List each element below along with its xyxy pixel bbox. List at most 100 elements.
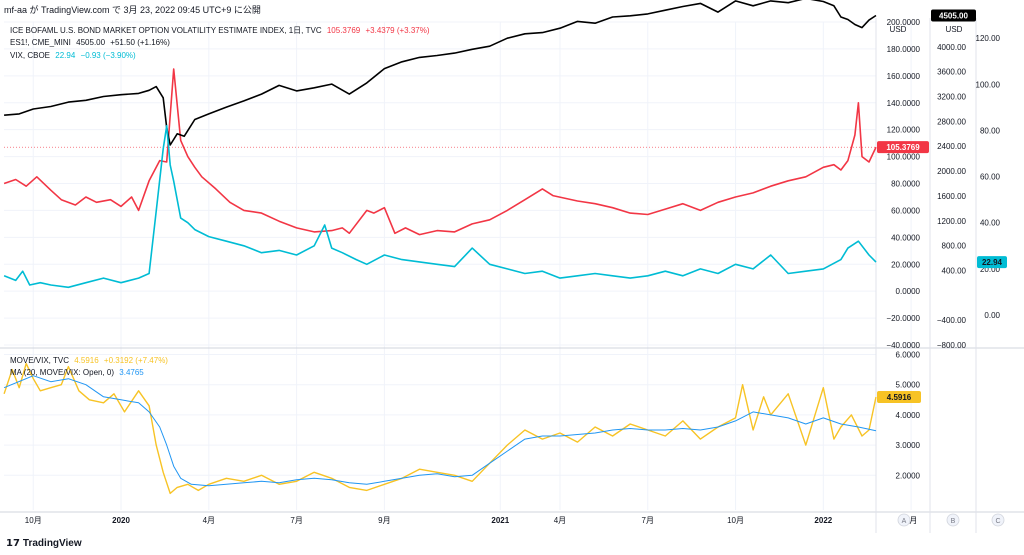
scale-button-label: C — [995, 518, 1000, 525]
legend-vix-change: −0.93 (−3.90%) — [80, 51, 136, 60]
move-last-value-badge-text: 105.3769 — [886, 143, 920, 152]
ratio-series-line — [3, 362, 877, 495]
vix-series-line — [3, 125, 877, 289]
es-last-value-badge: 4505.00 — [931, 9, 976, 22]
time-axis-label: 9月 — [378, 516, 390, 525]
move-last-value-badge-bg — [877, 141, 929, 154]
axis-c-tick-label: 0.00 — [984, 311, 1000, 320]
axis-a-tick-label: 180.0000 — [887, 45, 921, 54]
axis-c-tick-label: 60.00 — [980, 173, 1001, 182]
time-axis-label: 2022 — [814, 516, 832, 525]
axis-a-tick-label: −20.0000 — [886, 314, 920, 323]
axis-a-tick-label: 120.0000 — [887, 126, 921, 135]
axis-a-tick-label: 80.0000 — [891, 180, 920, 189]
tradingview-logo-icon: 17 — [6, 538, 20, 549]
axis-c-tick-label: 20.00 — [980, 265, 1001, 274]
tradingview-logo[interactable]: 17 TradingView — [6, 538, 82, 549]
time-axis-label: 10月 — [727, 516, 744, 525]
scale-button-a[interactable]: A — [897, 513, 911, 527]
axis-c-tick-label: 40.00 — [980, 219, 1001, 228]
chart-canvas[interactable]: 200.0000 180.0000 160.0000 140.0000 120.0000… — [0, 0, 1024, 533]
scale-button-b[interactable]: B — [946, 513, 960, 527]
axis-b-tick-label: 1600.00 — [937, 192, 966, 201]
legend-vix-name: VIX, CBOE — [10, 51, 51, 60]
scale-button-bg — [946, 513, 960, 527]
sub-axis-tick-label: 3.0000 — [896, 441, 921, 450]
time-axis-label: 4月 — [905, 516, 917, 525]
axis-a-tick-label: 60.0000 — [891, 206, 920, 215]
publish-note: mf-aa が TradingView.com で 3月 23, 2022 09… — [4, 5, 261, 15]
axis-b-unit-label: USD — [946, 25, 963, 34]
legend-es-change: +51.50 (+1.16%) — [110, 38, 170, 47]
axis-b-tick-label: 400.00 — [942, 266, 967, 275]
axis-a-unit-label: USD — [890, 25, 907, 34]
axis-a-tick-label: 40.0000 — [891, 233, 920, 242]
legend-move-name: ICE BOFAML U.S. BOND MARKET OPTION VOLAT… — [10, 26, 322, 35]
scale-button-bg — [991, 513, 1005, 527]
legend-ma[interactable]: MA (20, MOVE/VIX: Open, 0) 3.4765 — [10, 368, 147, 377]
sub-axis-tick-label: 4.0000 — [896, 411, 921, 420]
axis-b-tick-label: 1200.00 — [937, 217, 966, 226]
time-axis-label: 7月 — [290, 516, 302, 525]
axis-c-tick-label: 100.00 — [976, 80, 1001, 89]
legend-move-value: 105.3769 — [326, 26, 361, 35]
axis-a-tick-label: 200.0000 — [887, 18, 921, 27]
legend-move[interactable]: ICE BOFAML U.S. BOND MARKET OPTION VOLAT… — [10, 25, 433, 36]
axis-a-tick-label: 0.0000 — [896, 287, 921, 296]
ratio-last-value-badge-text: 4.5916 — [887, 393, 912, 402]
time-axis-label: 7月 — [642, 516, 654, 525]
move-last-value-badge: 105.3769 — [877, 141, 929, 154]
scale-button-c[interactable]: C — [991, 513, 1005, 527]
axis-b-tick-label: 4000.00 — [937, 43, 966, 52]
sub-axis-tick-label: 2.0000 — [896, 471, 921, 480]
chart-header: mf-aa が TradingView.com で 3月 23, 2022 09… — [0, 0, 1024, 16]
axis-b-tick-label: 3600.00 — [937, 68, 966, 77]
legend-ratio[interactable]: MOVE/VIX, TVC 4.5916 +0.3192 (+7.47%) — [10, 356, 171, 365]
axis-a-tick-label: 20.0000 — [891, 260, 920, 269]
es-last-value-badge-text: 4505.00 — [939, 11, 968, 20]
es-series-line — [4, 0, 877, 146]
time-axis-label: 2020 — [112, 516, 130, 525]
legend-es-name: ES1!, CME_MINI — [10, 38, 71, 47]
sub-axis-tick-label: 6.0000 — [896, 351, 921, 360]
axis-c-tick-label: 80.00 — [980, 126, 1001, 135]
axis-b-tick-label: 2800.00 — [937, 117, 966, 126]
legend-ratio-value: 4.5916 — [74, 356, 99, 365]
ratio-last-value-badge-bg — [877, 391, 921, 404]
sub-axis-tick-label: 5.0000 — [896, 381, 921, 390]
legend-ma-name: MA (20, MOVE/VIX: Open, 0) — [10, 368, 115, 377]
axis-a-tick-label: −40.0000 — [886, 341, 920, 350]
legend-es[interactable]: ES1!, CME_MINI 4505.00 +51.50 (+1.16%) — [10, 38, 173, 47]
scale-button-label: A — [902, 518, 907, 525]
legend-vix[interactable]: VIX, CBOE 22.94 −0.93 (−3.90%) — [10, 51, 139, 60]
vix-last-value-badge-bg — [977, 256, 1007, 269]
time-axis-label: 10月 — [25, 516, 42, 525]
move-series-line — [3, 68, 877, 236]
axis-b-tick-label: 3200.00 — [937, 93, 966, 102]
legend-es-value: 4505.00 — [76, 38, 106, 47]
legend-ratio-change: +0.3192 (+7.47%) — [103, 356, 168, 365]
tradingview-logo-text: TradingView — [22, 538, 82, 549]
legend-vix-value: 22.94 — [55, 51, 76, 60]
ratio-last-value-badge: 4.5916 — [877, 391, 921, 404]
vix-last-value-badge-text: 22.94 — [982, 258, 1003, 267]
time-axis-label: 4月 — [203, 516, 215, 525]
axis-b-tick-label: 800.00 — [942, 242, 967, 251]
vix-last-value-badge: 22.94 — [977, 256, 1007, 269]
axis-b-tick-label: −800.00 — [937, 341, 967, 350]
axis-b-tick-label: −400.00 — [937, 316, 967, 325]
scale-button-label: B — [951, 518, 956, 525]
axis-a-tick-label: 140.0000 — [887, 99, 921, 108]
axis-a-tick-label: 100.0000 — [887, 153, 921, 162]
scale-button-bg — [897, 513, 911, 527]
axis-c-tick-label: 120.00 — [976, 34, 1001, 43]
ma-series-line — [3, 375, 877, 487]
axis-a-tick-label: 160.0000 — [887, 72, 921, 81]
time-axis-label: 2021 — [491, 516, 509, 525]
legend-ma-value: 3.4765 — [119, 368, 144, 377]
es-last-value-badge-bg — [931, 9, 976, 22]
axis-b-tick-label: 2000.00 — [937, 167, 966, 176]
legend-move-change: +3.4379 (+3.37%) — [365, 26, 430, 35]
time-axis-label: 4月 — [554, 516, 566, 525]
axis-b-tick-label: 2400.00 — [937, 142, 966, 151]
